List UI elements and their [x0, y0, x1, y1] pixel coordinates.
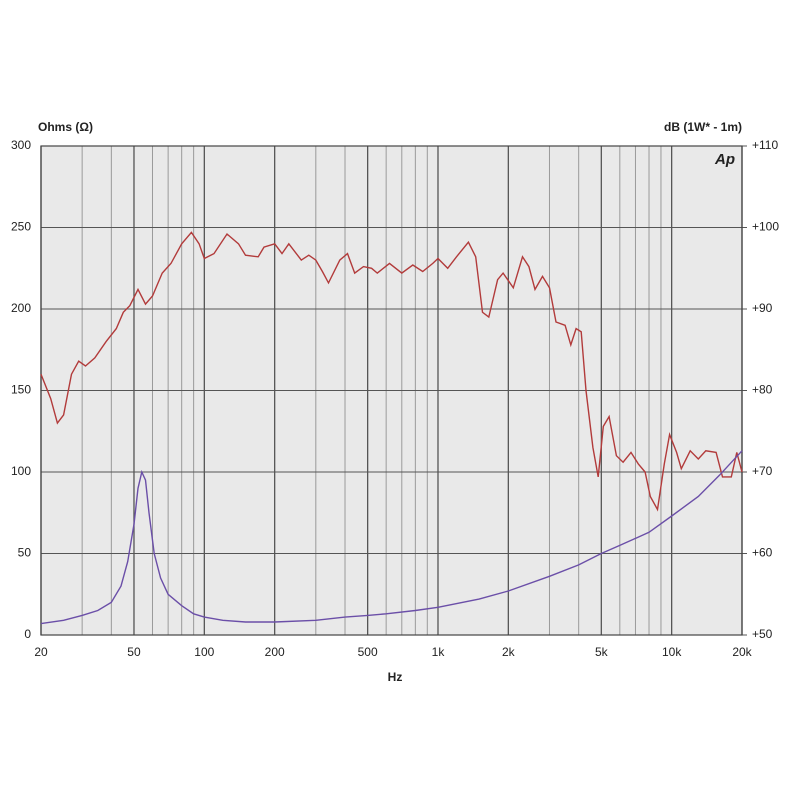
x-tick-label: 10k: [662, 645, 682, 659]
y-axis-label: Ohms (Ω): [38, 120, 93, 134]
x-tick-label: 20: [34, 645, 48, 659]
x-tick-label: 50: [127, 645, 141, 659]
y-tick-label: 250: [11, 220, 31, 234]
y2-tick-label: +110: [752, 138, 778, 152]
series-line: [40, 231, 743, 512]
plot-frame: [40, 145, 743, 636]
y2-tick-label: +50: [752, 627, 773, 641]
y-tick-label: 300: [11, 138, 31, 152]
y2-axis-label: dB (1W* - 1m): [664, 120, 742, 134]
y2-tick-label: +70: [752, 464, 773, 478]
y2-tick-label: +80: [752, 383, 773, 397]
x-tick-label: 500: [358, 645, 378, 659]
x-tick-label: 200: [265, 645, 285, 659]
x-axis-label: Hz: [388, 670, 403, 684]
y2-tick-label: +100: [752, 220, 779, 234]
x-tick-label: 2k: [502, 645, 516, 659]
y-tick-label: 100: [11, 464, 31, 478]
y-tick-label: 0: [24, 627, 31, 641]
y2-tick-label: +90: [752, 301, 773, 315]
x-tick-label: 20k: [732, 645, 752, 659]
logo: Ap: [714, 151, 735, 168]
y-tick-label: 50: [18, 546, 32, 560]
x-tick-label: 5k: [595, 645, 609, 659]
y-tick-label: 200: [11, 301, 31, 315]
x-tick-label: 1k: [432, 645, 446, 659]
y2-tick-label: +60: [752, 546, 773, 560]
series-line: [40, 450, 743, 625]
x-tick-label: 100: [194, 645, 214, 659]
y-tick-label: 150: [11, 383, 31, 397]
